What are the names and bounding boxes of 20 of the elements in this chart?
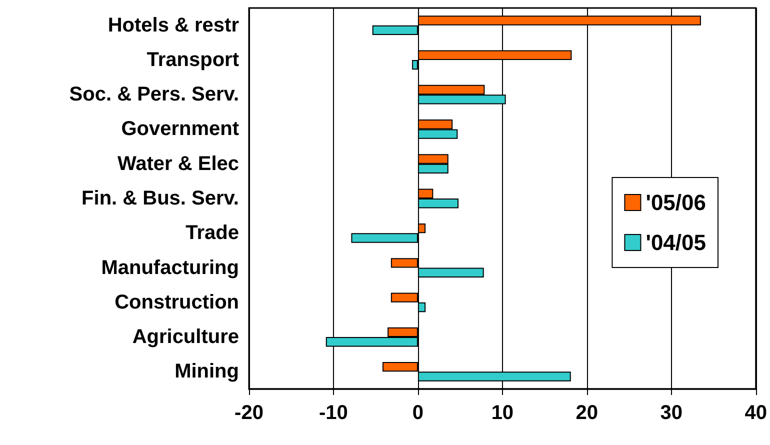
y-tick-label: Soc. & Pers. Serv. <box>69 84 239 106</box>
x-tick-label: -20 <box>234 402 264 424</box>
y-tick-label: Manufacturing <box>101 256 239 279</box>
x-tick-label: 20 <box>576 402 598 424</box>
x-tick-label: -10 <box>319 402 348 424</box>
x-tick-label: 10 <box>491 402 514 424</box>
y-tick-label: Government <box>121 118 240 140</box>
legend-label: '05/06 <box>646 190 706 215</box>
x-tick-label: 30 <box>660 402 683 424</box>
y-tick-label: Trade <box>186 222 239 244</box>
y-tick-label: Transport <box>146 48 240 71</box>
legend-label: '04/05 <box>646 230 706 255</box>
y-tick-label: Agriculture <box>132 326 239 348</box>
y-tick-label: Mining <box>174 360 239 383</box>
y-tick-label: Water & Elec <box>117 152 239 175</box>
y-tick-label: Construction <box>114 291 239 314</box>
x-tick-label: 0 <box>412 402 424 424</box>
y-tick-label: Fin. & Bus. Serv. <box>82 188 239 210</box>
y-tick-label: Hotels & restr <box>108 14 240 36</box>
x-tick-label: 40 <box>744 402 767 424</box>
